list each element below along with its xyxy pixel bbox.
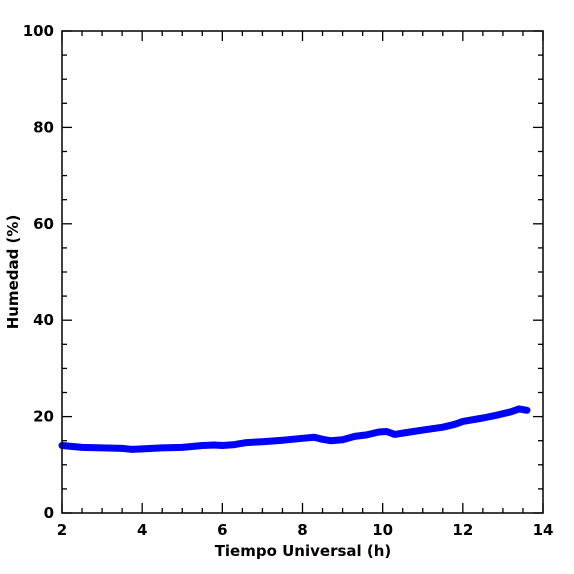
x-tick-label: 4 [137,521,147,539]
x-tick-label: 12 [452,521,473,539]
x-axis-title: Tiempo Universal (h) [215,542,392,560]
y-tick-label: 0 [44,504,54,522]
y-tick-label: 60 [33,215,54,233]
x-tick-labels: 2 4 6 8 10 12 14 [57,521,554,539]
y-tick-labels: 0 20 40 60 80 100 [23,22,54,522]
y-tick-label: 100 [23,22,54,40]
x-tick-label: 2 [57,521,67,539]
y-tick-label: 40 [33,311,54,329]
axis-ticks [61,30,544,514]
y-tick-label: 20 [33,408,54,426]
x-tick-label: 8 [297,521,307,539]
y-axis-title: Humedad (%) [4,215,22,330]
humidity-series-line [58,405,531,453]
y-tick-label: 80 [33,118,54,136]
x-tick-label: 14 [533,521,554,539]
x-tick-label: 6 [217,521,227,539]
x-tick-label: 10 [372,521,393,539]
plot-frame [61,30,544,514]
